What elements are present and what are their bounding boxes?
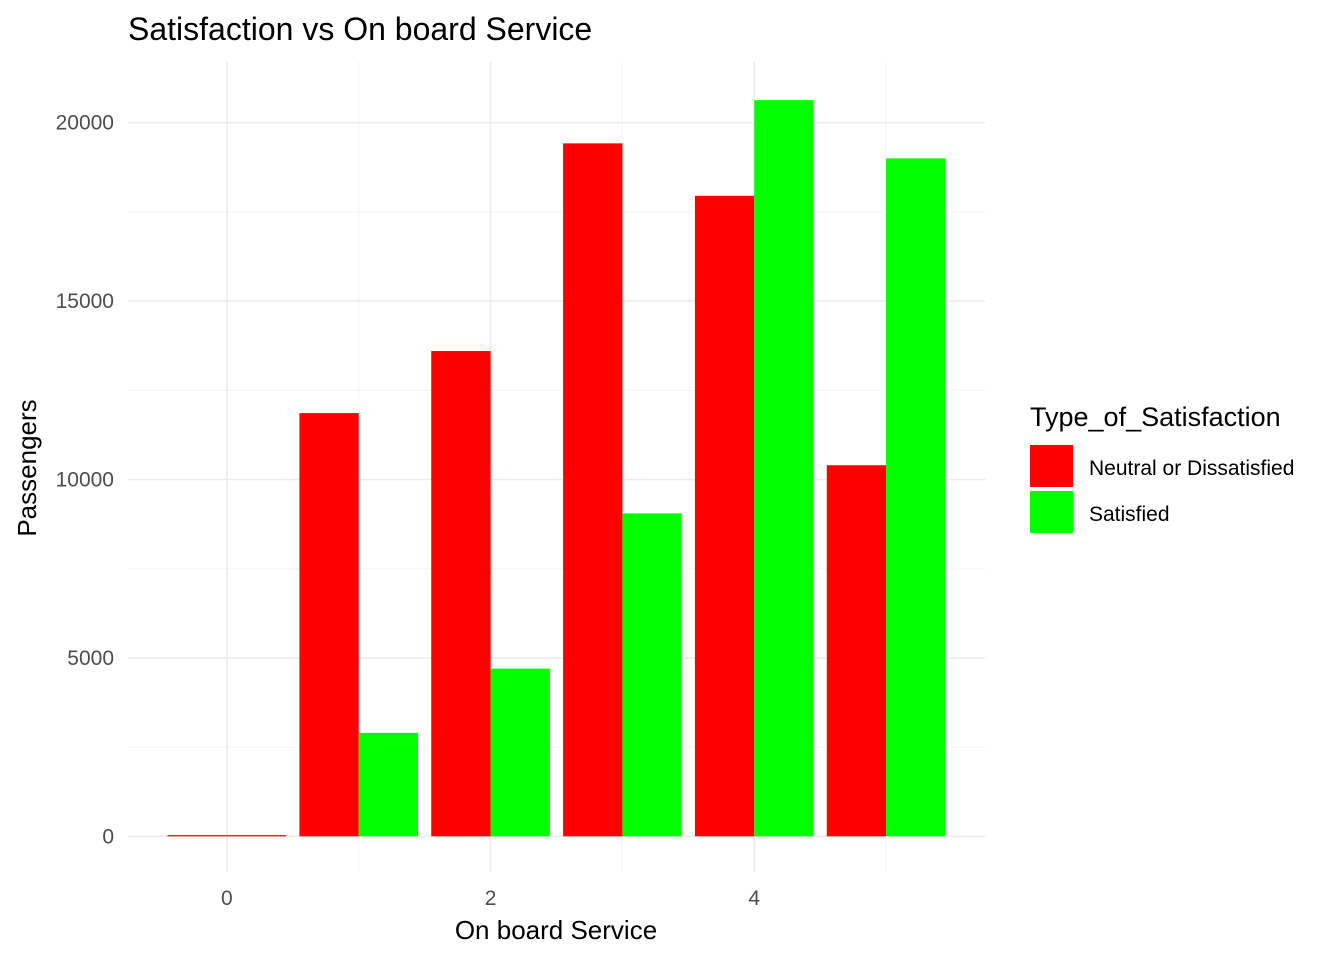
bar-neutral-or-dissatisfied-5 bbox=[826, 465, 887, 837]
bar-satisfied-5 bbox=[886, 158, 946, 837]
y-tick-label: 15000 bbox=[56, 290, 114, 313]
chart-title: Satisfaction vs On board Service bbox=[128, 11, 592, 47]
legend-label: Satisfied bbox=[1089, 503, 1170, 526]
bar-neutral-or-dissatisfied-0 bbox=[167, 835, 287, 837]
legend: Type_of_Satisfaction Neutral or Dissatis… bbox=[1030, 402, 1294, 533]
bars bbox=[167, 100, 946, 837]
y-axis-ticks: 0 5000 10000 15000 20000 bbox=[56, 112, 114, 849]
legend-label: Neutral or Dissatisfied bbox=[1089, 457, 1294, 480]
y-tick-label: 10000 bbox=[56, 468, 114, 491]
y-tick-label: 0 bbox=[102, 825, 114, 848]
bar-satisfied-2 bbox=[490, 668, 550, 837]
bar-satisfied-1 bbox=[358, 732, 419, 837]
y-tick-label: 5000 bbox=[67, 647, 114, 670]
legend-key-neutral-or-dissatisfied bbox=[1030, 445, 1073, 487]
y-axis-title: Passengers bbox=[12, 399, 42, 536]
bar-neutral-or-dissatisfied-4 bbox=[694, 195, 755, 837]
bar-neutral-or-dissatisfied-3 bbox=[563, 143, 623, 837]
bar-satisfied-4 bbox=[754, 100, 814, 837]
x-axis-title: On board Service bbox=[455, 915, 657, 945]
x-axis-ticks: 0 2 4 bbox=[221, 887, 760, 910]
legend-title: Type_of_Satisfaction bbox=[1030, 402, 1281, 432]
x-tick-label: 0 bbox=[221, 887, 233, 910]
legend-key-satisfied bbox=[1030, 491, 1073, 533]
bar-neutral-or-dissatisfied-2 bbox=[431, 351, 491, 837]
x-tick-label: 2 bbox=[485, 887, 497, 910]
bar-satisfied-3 bbox=[622, 513, 682, 837]
bar-neutral-or-dissatisfied-1 bbox=[299, 413, 359, 837]
x-tick-label: 4 bbox=[748, 887, 760, 910]
y-tick-label: 20000 bbox=[56, 112, 114, 135]
